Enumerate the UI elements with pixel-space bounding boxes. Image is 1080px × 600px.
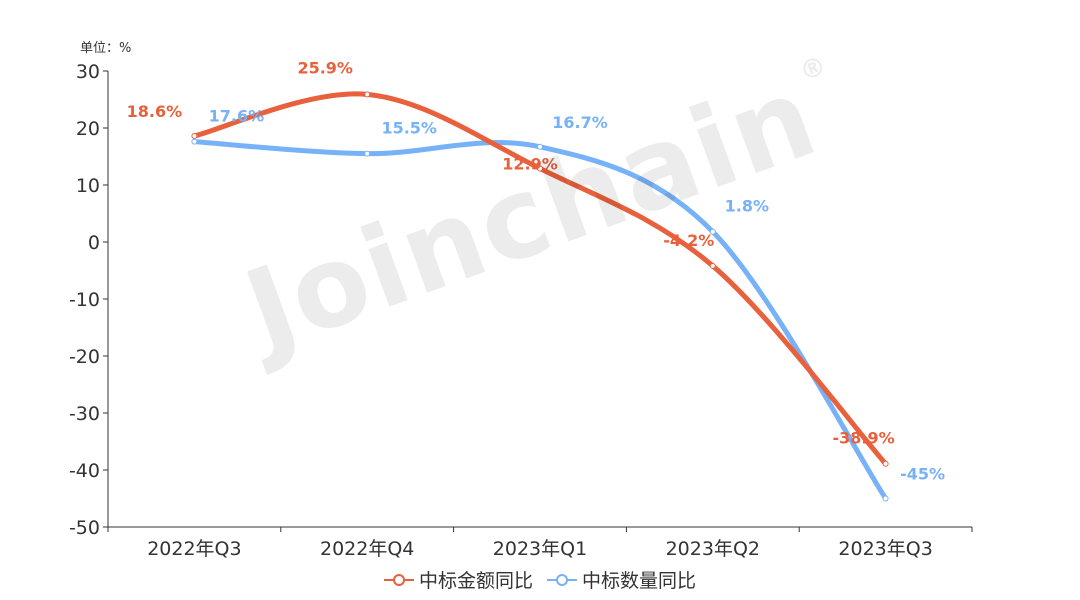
data-point-amount [882, 460, 889, 467]
data-point-amount [709, 262, 716, 269]
series-line-count [191, 139, 889, 501]
unit-label: 单位：% [80, 41, 132, 56]
data-label-count: -45% [900, 465, 945, 484]
legend-count-label: 中标数量同比 [582, 570, 697, 592]
y-tick-label: 10 [76, 175, 100, 197]
data-point-count [709, 228, 716, 235]
data-point-amount [364, 91, 371, 98]
y-tick-label: -50 [69, 517, 100, 539]
data-label-count: 1.8% [725, 197, 769, 216]
y-tick-label: 30 [76, 61, 100, 83]
data-point-amount [537, 165, 543, 172]
data-label-count: 15.5% [381, 119, 437, 138]
y-tick-label: 0 [88, 232, 100, 254]
data-point-count [882, 495, 889, 502]
data-point-count [537, 143, 543, 150]
legend-item-amount[interactable]: 中标金额同比 [383, 566, 533, 593]
x-tick-label: 2023年Q2 [666, 538, 760, 560]
y-tick-label: -30 [69, 403, 100, 425]
legend: 中标金额同比 中标数量同比 [0, 566, 1080, 593]
data-label-amount: 18.6% [127, 102, 183, 121]
data-label-amount: 12.9% [502, 154, 558, 173]
x-tick-label: 2022年Q4 [320, 538, 414, 560]
y-tick-label: 20 [76, 118, 100, 140]
data-point-count [191, 138, 198, 145]
y-tick-label: -40 [69, 460, 100, 482]
data-label-amount: -38.9% [833, 429, 895, 448]
y-tick-label: -20 [69, 346, 100, 368]
data-label-amount: -4.2% [663, 231, 714, 250]
data-point-amount [191, 132, 198, 139]
data-point-count [364, 150, 371, 157]
data-label-count: 16.7% [552, 113, 608, 132]
legend-count-icon [547, 573, 578, 587]
data-label-count: 17.6% [209, 107, 265, 126]
x-tick-label: 2023年Q3 [838, 538, 932, 560]
data-label-amount: 25.9% [297, 58, 353, 77]
x-tick-label: 2022年Q3 [147, 538, 241, 560]
legend-item-count[interactable]: 中标数量同比 [547, 566, 696, 593]
legend-amount-label: 中标金额同比 [418, 570, 533, 592]
legend-amount-icon [383, 573, 414, 587]
y-tick-label: -10 [69, 289, 100, 311]
series-line-amount [191, 91, 889, 467]
x-tick-label: 2023年Q1 [493, 538, 587, 560]
